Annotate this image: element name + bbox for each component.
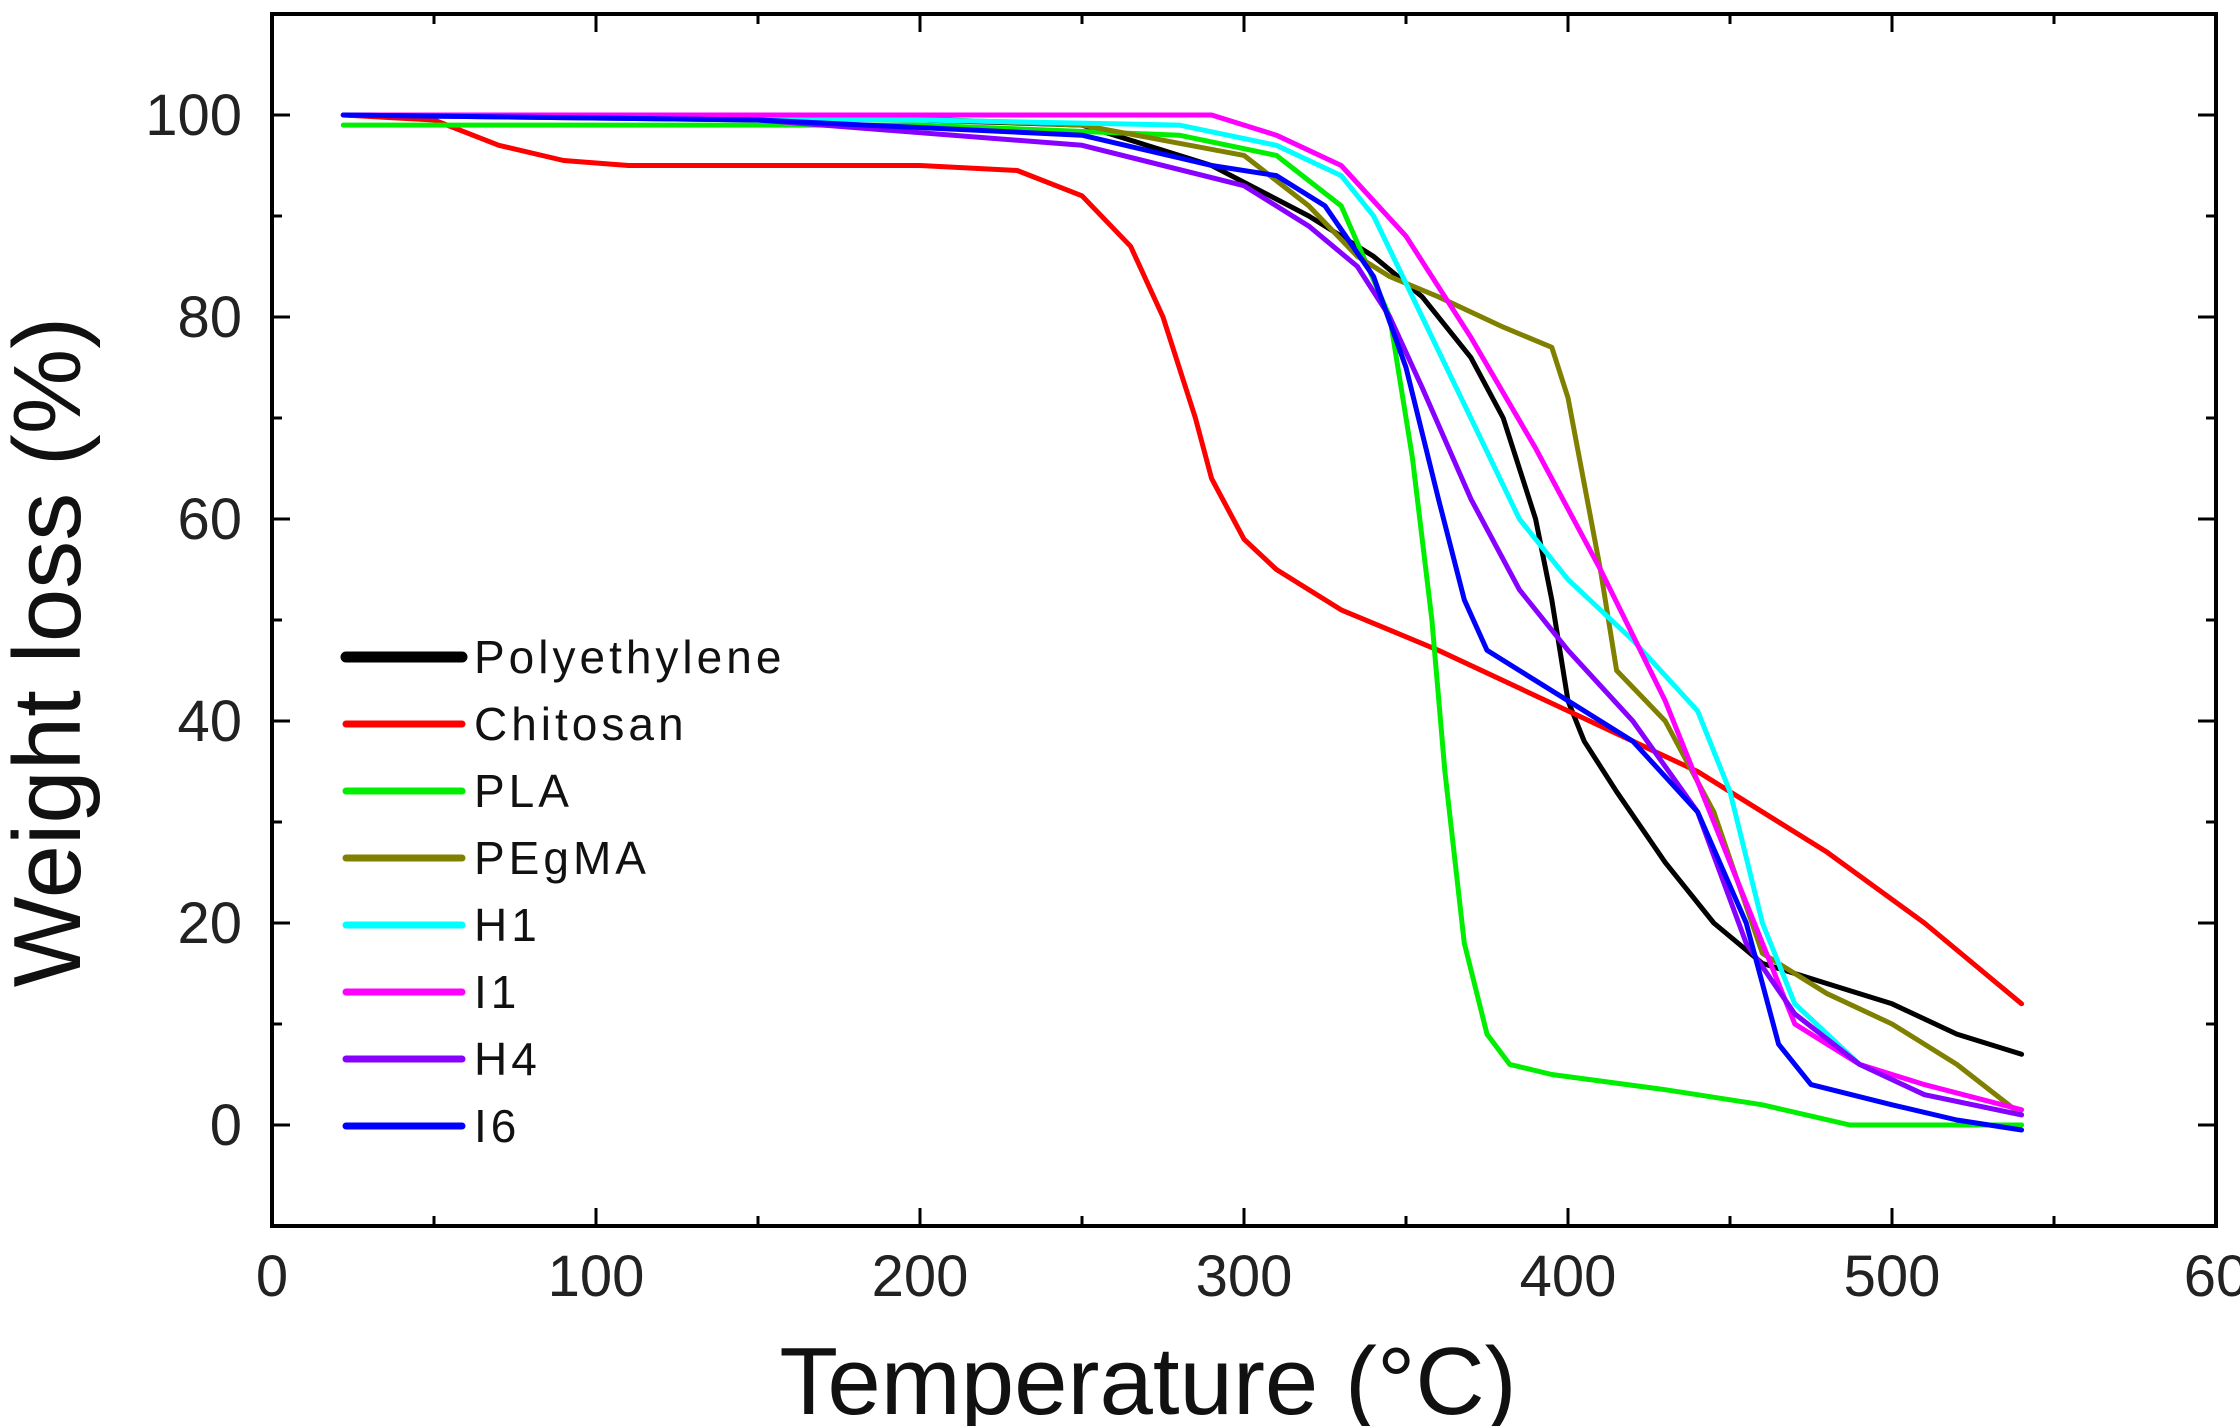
- y-tick-label: 80: [177, 285, 242, 350]
- legend: Polyethylene Chitosan PLA PEgMA H1 I1 H4 I6: [340, 631, 785, 1152]
- series-lines: [340, 112, 2025, 1133]
- legend-label-i6: I6: [474, 1100, 520, 1152]
- y-tick-label: 100: [145, 83, 242, 148]
- series-line-polyethylene: [340, 112, 2025, 1057]
- legend-label-h4: H4: [474, 1033, 541, 1085]
- series-line-i6: [340, 112, 2025, 1133]
- legend-label-h1: H1: [474, 899, 541, 951]
- y-tick-label: 0: [210, 1093, 242, 1158]
- x-tick-label: 60: [2184, 1244, 2240, 1309]
- legend-label-pla: PLA: [474, 765, 573, 817]
- x-tick-label: 0: [256, 1244, 288, 1309]
- legend-label-i1: I1: [474, 966, 520, 1018]
- y-tick-label: 20: [177, 891, 242, 956]
- legend-label-chitosan: Chitosan: [474, 698, 688, 750]
- series-line-i1: [340, 112, 2025, 1113]
- legend-label-polyethylene: Polyethylene: [474, 631, 785, 683]
- y-tick-label: 40: [177, 689, 242, 754]
- x-tick-label: 300: [1196, 1244, 1293, 1309]
- x-tick-label: 200: [872, 1244, 969, 1309]
- y-tick-label: 60: [177, 487, 242, 552]
- x-axis-title: Temperature (°C): [779, 1328, 1516, 1426]
- series-line-pegma: [820, 112, 2025, 1118]
- x-tick-label: 100: [548, 1244, 645, 1309]
- x-tick-label: 400: [1520, 1244, 1617, 1309]
- series-line-h1: [340, 112, 2025, 1118]
- x-tick-label: 500: [1844, 1244, 1941, 1309]
- legend-label-pegma: PEgMA: [474, 832, 650, 884]
- series-line-h4: [340, 112, 2025, 1118]
- y-axis-title: Weight loss (%): [0, 317, 101, 987]
